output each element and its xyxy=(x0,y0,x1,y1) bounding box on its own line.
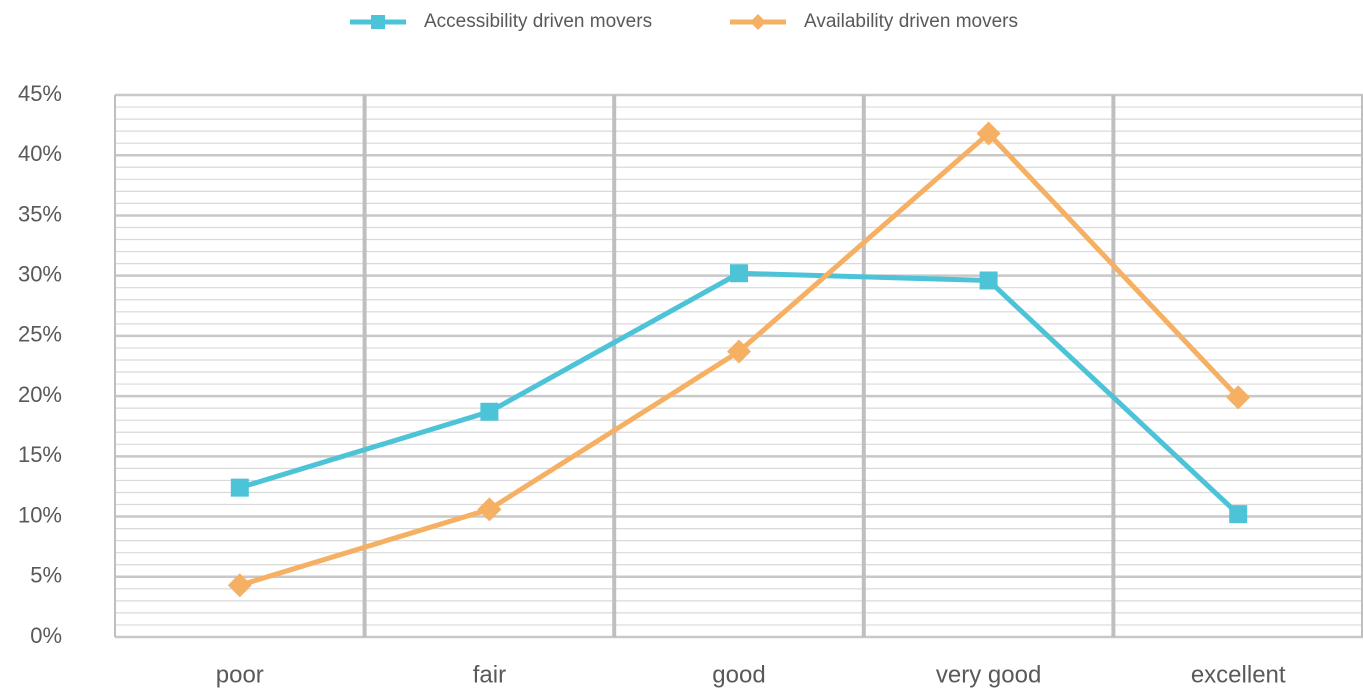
marker xyxy=(979,271,998,290)
y-tick-label: 15% xyxy=(18,442,62,467)
marker xyxy=(477,497,502,522)
marker xyxy=(1226,385,1251,410)
y-tick-label: 20% xyxy=(18,382,62,407)
y-tick-label: 45% xyxy=(18,81,62,106)
x-tick-label: excellent xyxy=(1191,661,1286,688)
marker xyxy=(230,478,249,497)
marker xyxy=(730,264,748,283)
y-tick-label: 40% xyxy=(18,141,62,166)
y-tick-label: 0% xyxy=(30,623,62,648)
marker xyxy=(1229,505,1248,524)
y-tick-label: 35% xyxy=(18,201,62,226)
marker xyxy=(727,339,751,364)
x-tick-label: good xyxy=(712,661,765,688)
legend-marker xyxy=(750,14,766,30)
legend-label: Availability driven movers xyxy=(804,11,1018,32)
legend-marker xyxy=(371,15,385,29)
marker xyxy=(976,121,1001,146)
legend-label: Accessibility driven movers xyxy=(424,11,652,32)
marker xyxy=(227,573,252,598)
marker xyxy=(480,402,499,421)
x-tick-label: fair xyxy=(473,661,506,688)
y-tick-label: 25% xyxy=(18,322,62,347)
x-tick-label: very good xyxy=(936,661,1041,688)
x-tick-label: poor xyxy=(216,661,264,688)
series-line xyxy=(239,270,1240,516)
y-tick-label: 30% xyxy=(18,261,62,286)
y-tick-label: 10% xyxy=(18,502,62,527)
y-tick-label: 5% xyxy=(30,563,62,588)
